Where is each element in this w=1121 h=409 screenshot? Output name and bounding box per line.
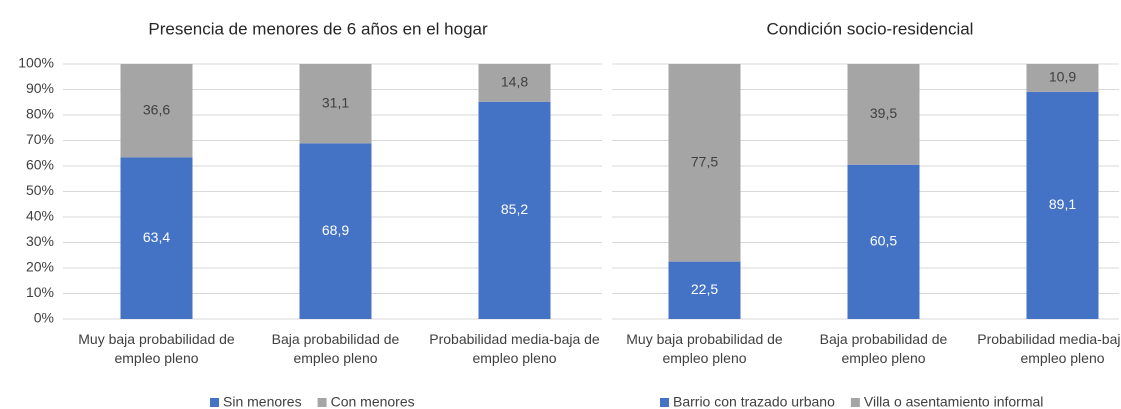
data-label: 14,8 [501, 74, 528, 90]
bar-segment [668, 261, 741, 319]
x-tick-label: Baja probabilidad de empleo pleno [819, 331, 948, 366]
bar-segment [847, 164, 920, 319]
y-tick-label: 60% [26, 157, 54, 173]
bar-segment [1026, 91, 1099, 319]
data-label: 36,6 [143, 101, 170, 117]
bar-segment [668, 64, 741, 262]
data-label: 85,2 [501, 201, 528, 217]
bar-segment [120, 157, 193, 319]
legend-label: Con menores [331, 394, 415, 409]
y-tick-label: 50% [26, 182, 54, 198]
x-tick-label: Baja probabilidad de empleo pleno [271, 331, 400, 366]
bar-segment [299, 143, 372, 319]
data-label: 60,5 [870, 233, 897, 249]
data-label: 39,5 [870, 105, 897, 121]
data-label: 89,1 [1049, 196, 1076, 212]
data-label: 31,1 [322, 94, 349, 110]
y-tick-label: 90% [26, 80, 54, 96]
chart-title: Condición socio-residencial [767, 19, 974, 38]
legend-swatch [660, 398, 669, 407]
bar-segment [1026, 64, 1099, 92]
bar-segment [299, 64, 372, 144]
legend-label: Villa o asentamiento informal [864, 394, 1044, 409]
x-tick-label: Probabilidad media-baja de empleo pleno [977, 331, 1121, 366]
y-tick-label: 40% [26, 208, 54, 224]
y-tick-label: 0% [34, 310, 54, 326]
data-label: 10,9 [1049, 69, 1076, 85]
x-tick-label: Muy baja probabilidad de empleo pleno [626, 331, 783, 366]
legend-swatch [850, 398, 860, 407]
y-tick-label: 30% [26, 233, 54, 249]
data-label: 68,9 [322, 222, 349, 238]
data-label: 22,5 [691, 281, 718, 297]
data-label: 77,5 [691, 154, 718, 170]
x-tick-label: Probabilidad media-baja de empleo pleno [429, 331, 600, 366]
legend-label: Sin menores [223, 394, 302, 409]
bar-segment [847, 64, 920, 165]
legend-label: Barrio con trazado urbano [673, 394, 835, 409]
y-tick-label: 10% [26, 284, 54, 300]
data-label: 63,4 [143, 229, 170, 245]
bar-segment [120, 64, 193, 158]
chart-title: Presencia de menores de 6 años en el hog… [148, 19, 488, 38]
y-tick-label: 100% [18, 55, 54, 71]
y-tick-label: 20% [26, 259, 54, 275]
legend-swatch [210, 398, 219, 407]
y-tick-label: 80% [26, 106, 54, 122]
legend-swatch [317, 398, 327, 407]
y-tick-label: 70% [26, 131, 54, 147]
bar-segment [478, 101, 551, 320]
x-tick-label: Muy baja probabilidad de empleo pleno [78, 331, 235, 366]
bar-segment [478, 64, 551, 102]
